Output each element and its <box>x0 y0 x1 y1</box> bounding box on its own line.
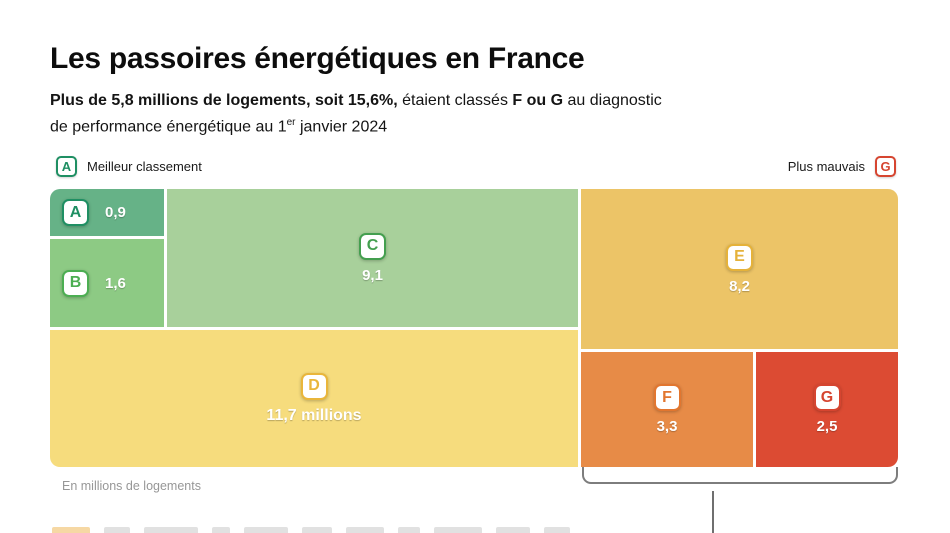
legend-worst-label: Plus mauvais <box>787 159 865 174</box>
legend-best: A Meilleur classement <box>56 156 202 177</box>
block-c-value: 9,1 <box>362 266 383 284</box>
subtitle: Plus de 5,8 millions de logements, soit … <box>50 90 810 138</box>
block-f-value: 3,3 <box>656 418 678 435</box>
cutoff-text-row <box>52 527 712 533</box>
fg-bracket-stem <box>712 491 714 533</box>
subtitle-bold-fg: F ou G <box>512 92 564 109</box>
rating-a-badge-icon: A <box>56 156 77 177</box>
rating-a-badge-icon: A <box>62 199 89 226</box>
rating-g-badge-icon: G <box>813 384 841 411</box>
legend-worst: Plus mauvais G <box>788 156 896 177</box>
subtitle-line2: de performance énergétique au 1 <box>50 118 287 136</box>
unit-note: En millions de logements <box>62 479 201 493</box>
rating-c-badge-icon: C <box>359 232 386 260</box>
treemap-block-g: G 2,5 <box>756 352 898 467</box>
treemap-block-d: D 11,7 millions <box>50 330 578 467</box>
fg-bracket <box>582 467 898 484</box>
treemap-block-a: A 0,9 <box>50 189 164 236</box>
legend-best-label: Meilleur classement <box>87 159 202 174</box>
page-title: Les passoires énergétiques en France <box>50 42 585 75</box>
block-g-value: 2,5 <box>816 418 838 435</box>
subtitle-tail: au diagnostic <box>563 92 662 109</box>
block-e-value: 8,2 <box>729 277 750 295</box>
block-b-value: 1,6 <box>105 274 126 292</box>
treemap-block-c: C 9,1 <box>167 189 578 327</box>
rating-d-badge-icon: D <box>300 372 328 400</box>
subtitle-mid: étaient classés <box>397 92 513 109</box>
subtitle-bold-lead: Plus de 5,8 millions de logements, soit … <box>50 92 398 109</box>
treemap-chart: A 0,9 B 1,6 C 9,1 E 8,2 D 11,7 millions … <box>50 189 898 467</box>
rating-g-badge-icon: G <box>875 156 896 177</box>
treemap-block-e: E 8,2 <box>581 189 898 349</box>
rating-e-badge-icon: E <box>726 243 753 271</box>
treemap-block-b: B 1,6 <box>50 239 164 327</box>
rating-b-badge-icon: B <box>62 269 89 297</box>
subtitle-ordinal: er <box>286 117 296 128</box>
subtitle-line2-end: janvier 2024 <box>295 118 388 136</box>
treemap-block-f: F 3,3 <box>581 352 753 467</box>
block-d-value: 11,7 millions <box>266 406 362 424</box>
rating-f-badge-icon: F <box>653 384 681 411</box>
block-a-value: 0,9 <box>105 204 126 221</box>
legend-bar: A Meilleur classement Plus mauvais G <box>50 156 898 180</box>
